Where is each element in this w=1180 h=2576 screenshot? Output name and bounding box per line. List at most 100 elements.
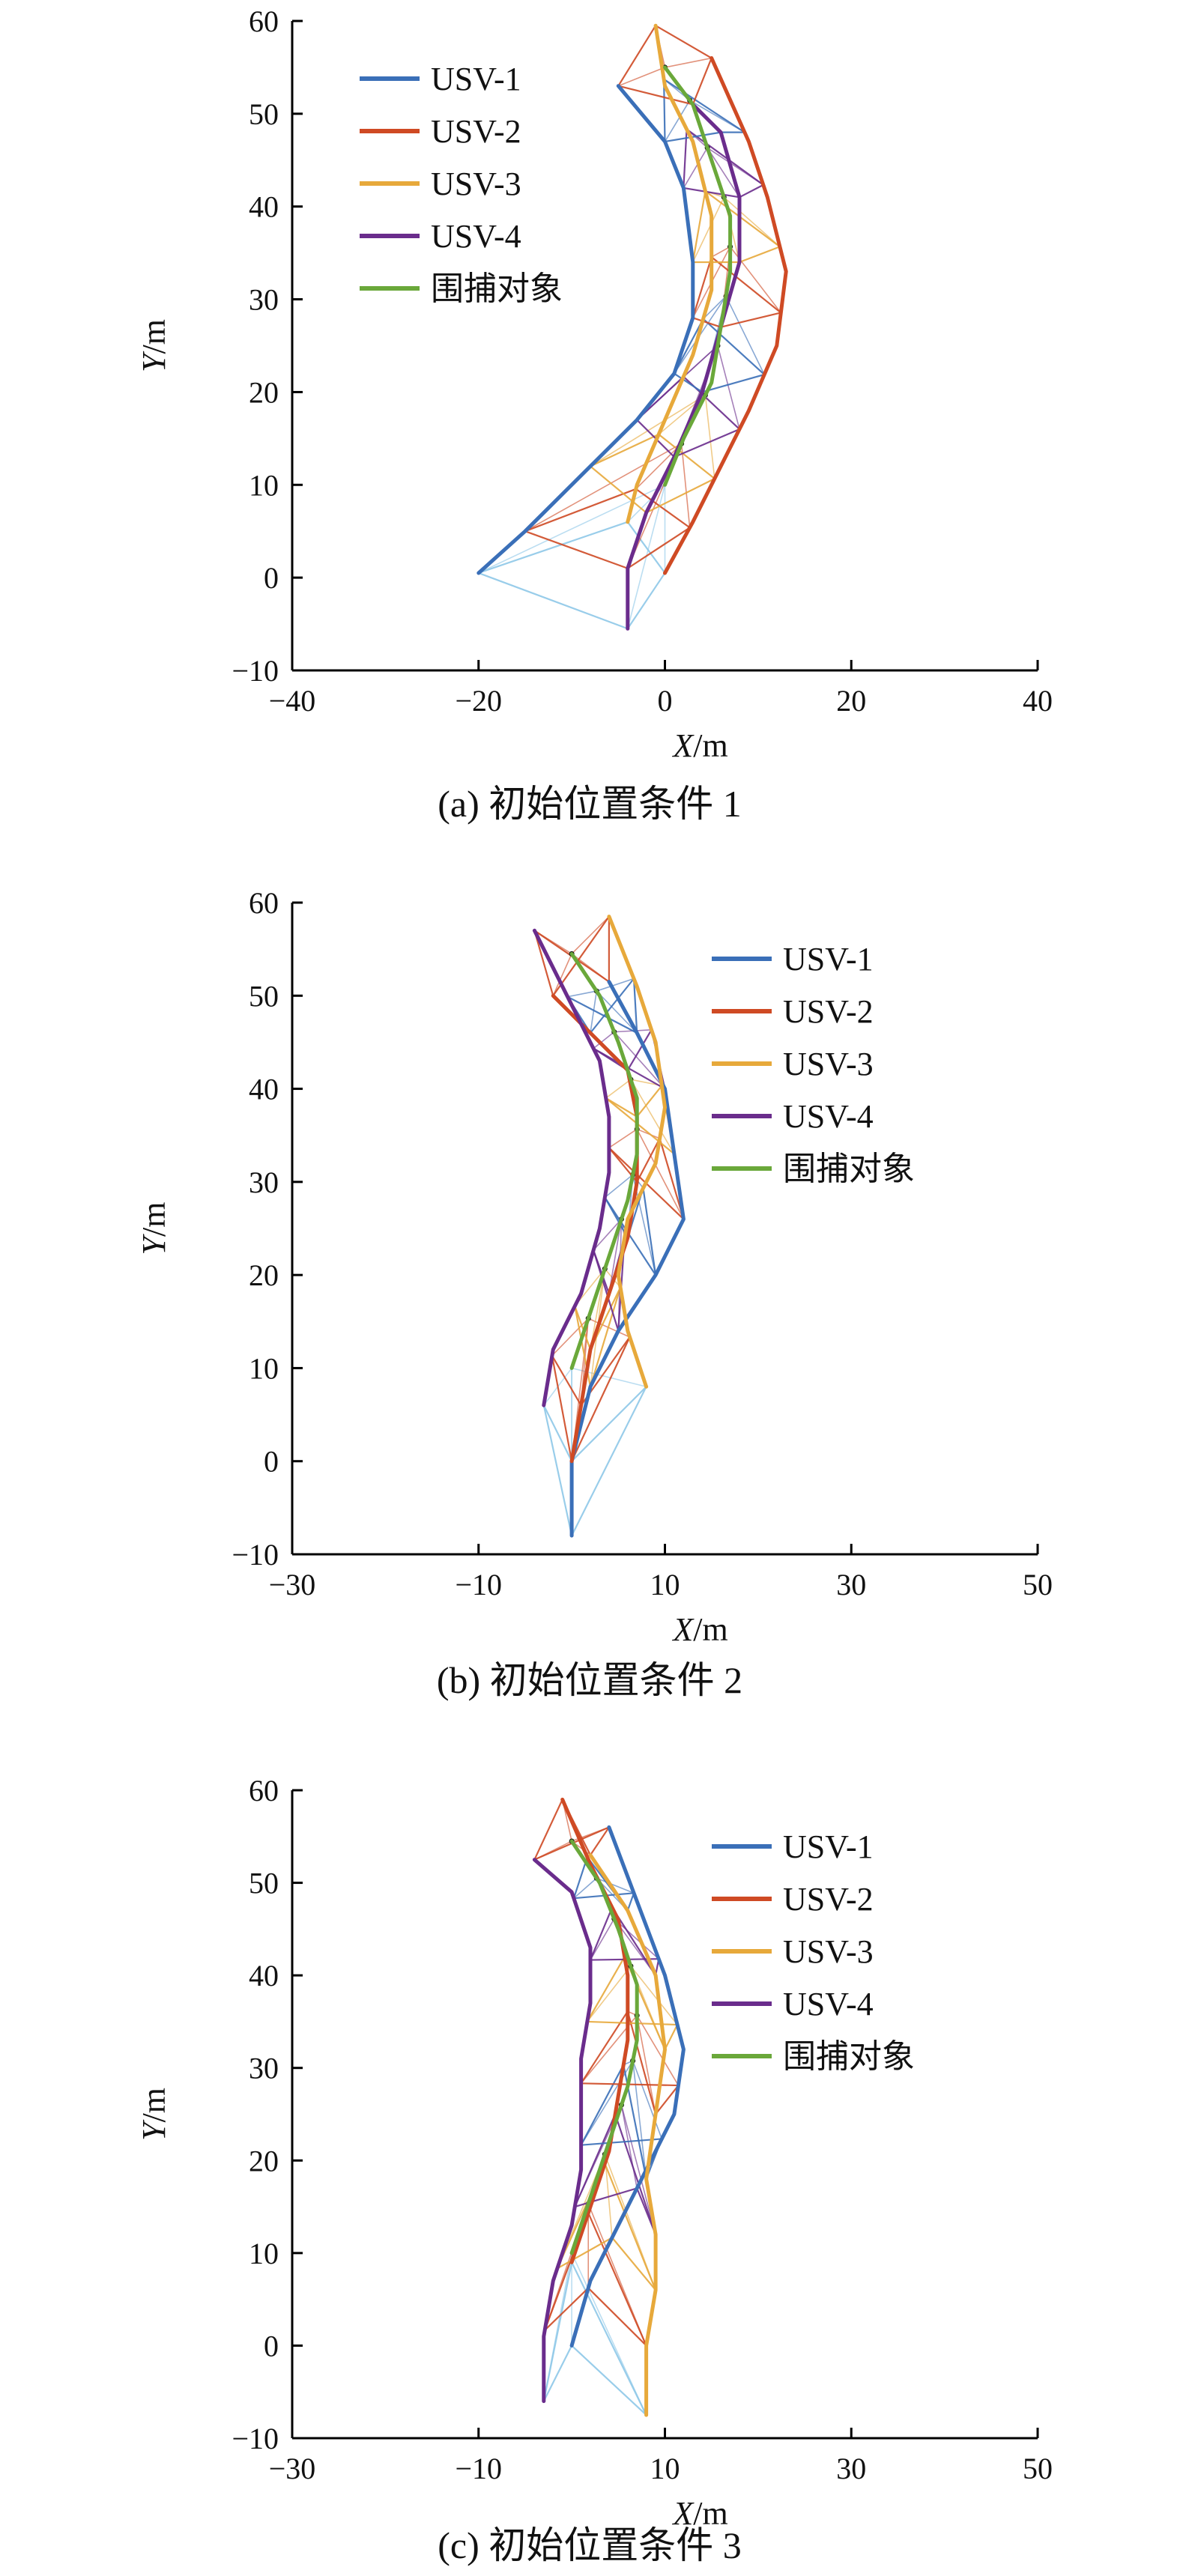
formation-spoke: [524, 443, 683, 532]
formation-spoke: [604, 2154, 656, 2291]
y-tick-label: 0: [264, 1445, 279, 1479]
trajectory-USV-1: [569, 1825, 686, 2348]
x-tick-label: 0: [658, 684, 673, 718]
formation-link: [586, 1956, 626, 2022]
formation-spoke: [707, 147, 740, 198]
formation-spoke: [723, 196, 781, 247]
chart-caption: (a) 初始位置条件 1: [438, 783, 742, 825]
formation-link: [574, 2187, 638, 2208]
formation-spoke: [614, 1031, 666, 1090]
formation-link: [587, 2287, 647, 2347]
formation-link: [658, 433, 715, 479]
formation-link: [590, 1826, 610, 1856]
formation-link: [571, 2345, 647, 2416]
formation-spoke: [636, 2015, 680, 2086]
legend: USV-1 USV-2 USV-3 USV-4 围捕对象: [360, 61, 563, 307]
formation-spoke: [580, 2060, 634, 2146]
formation-spoke: [543, 2252, 572, 2401]
formation-link: [604, 1196, 656, 1276]
formation-link: [655, 2085, 680, 2115]
formation-link: [589, 1287, 622, 1387]
formation-link: [692, 317, 721, 328]
formation-link: [642, 1187, 657, 1276]
formation-link: [659, 1138, 685, 1219]
y-axis-label: Y/m: [136, 319, 172, 372]
legend-label: USV-2: [783, 993, 874, 1030]
trajectory-USV-3: [626, 23, 714, 524]
formation-spoke: [636, 2015, 656, 2115]
formation-link: [611, 2237, 656, 2291]
y-tick-label: −10: [232, 2422, 279, 2455]
x-tick-label: −40: [269, 684, 316, 718]
formation-link: [593, 1249, 620, 1332]
formation-spoke: [608, 1128, 638, 1148]
formation-spoke: [630, 1966, 678, 2025]
chart-panel-a: −10 0 10 20 30 40 50 60 −40 −20 0 20 40 X/m Y/m (a) 初始位…: [0, 0, 1180, 843]
formation-spoke: [593, 1031, 615, 1049]
formation-link: [533, 1798, 563, 1861]
formation-spoke: [596, 978, 635, 992]
formation-link: [683, 129, 688, 189]
formation-link: [571, 1386, 647, 1462]
y-axis-label: Y/m: [136, 1202, 172, 1255]
x-tick-label: 10: [650, 1568, 680, 1601]
trajectory-USV-3: [588, 1853, 667, 2417]
legend-label: 围捕对象: [431, 270, 563, 307]
y-tick-label: 40: [249, 1073, 279, 1106]
x-tick-label: 50: [1023, 1568, 1053, 1601]
y-tick-label: 50: [249, 979, 279, 1013]
chart-panel-b: −10 0 10 20 30 40 50 60 −30 −10 10 30 50 X/m Y/m (b) 初始…: [0, 869, 1180, 1715]
y-tick-label: 0: [264, 2329, 279, 2363]
trajectory-USV-4: [532, 928, 611, 1407]
formation-spoke: [707, 147, 764, 186]
formation-link: [571, 1386, 647, 1536]
trajectory-USV-3: [607, 915, 667, 1389]
x-tick-label: −10: [455, 1568, 502, 1601]
formation-link: [655, 25, 712, 59]
formation-link: [544, 2287, 590, 2331]
trajectory-USV-2: [560, 1797, 630, 2264]
x-tick-label: 30: [836, 2452, 866, 2485]
formation-link: [636, 1138, 661, 1183]
formation-spoke: [590, 990, 598, 1034]
y-tick-label: 10: [249, 468, 279, 502]
x-tick-label: 10: [650, 2452, 680, 2485]
formation-link: [626, 2010, 657, 2115]
formation-link: [627, 527, 691, 569]
formation-spoke: [620, 2104, 638, 2189]
formation-link: [646, 478, 715, 514]
legend-label: 围捕对象: [783, 1151, 915, 1187]
y-tick-label: 20: [249, 375, 279, 409]
formation-link: [720, 312, 781, 328]
formation-link: [478, 521, 629, 574]
y-tick-label: 60: [249, 886, 279, 920]
formation-spoke: [630, 1079, 675, 1154]
formation-link: [567, 995, 638, 1034]
x-tick-label: 40: [1023, 684, 1053, 718]
formation-link: [701, 373, 765, 393]
formation-spoke: [689, 100, 745, 133]
trajectory-围捕对象: [569, 1839, 639, 2255]
x-axis-label: X/m: [671, 2495, 727, 2532]
formation-spoke: [571, 916, 610, 954]
formation-link: [589, 1907, 614, 1960]
formation-links: [533, 916, 685, 1536]
legend-label: USV-4: [783, 1098, 874, 1135]
x-tick-label: −20: [455, 684, 502, 718]
formation-link: [542, 2345, 573, 2402]
x-tick-label: 20: [836, 684, 866, 718]
formation-link: [551, 1355, 573, 1461]
formation-link: [605, 1097, 675, 1155]
trajectory-USV-4: [626, 103, 742, 631]
legend: USV-1 USV-2 USV-3 USV-4 围捕对象: [712, 1828, 915, 2075]
legend-label: USV-3: [783, 1933, 874, 1970]
formation-link: [618, 85, 694, 106]
y-tick-label: 60: [249, 4, 279, 38]
formation-link: [664, 2024, 679, 2050]
legend: USV-1 USV-2 USV-3 USV-4 围捕对象: [712, 941, 915, 1187]
formation-spoke: [590, 1268, 606, 1350]
formation-link: [692, 190, 707, 263]
formation-spoke: [618, 67, 665, 87]
formation-spoke: [692, 196, 724, 263]
